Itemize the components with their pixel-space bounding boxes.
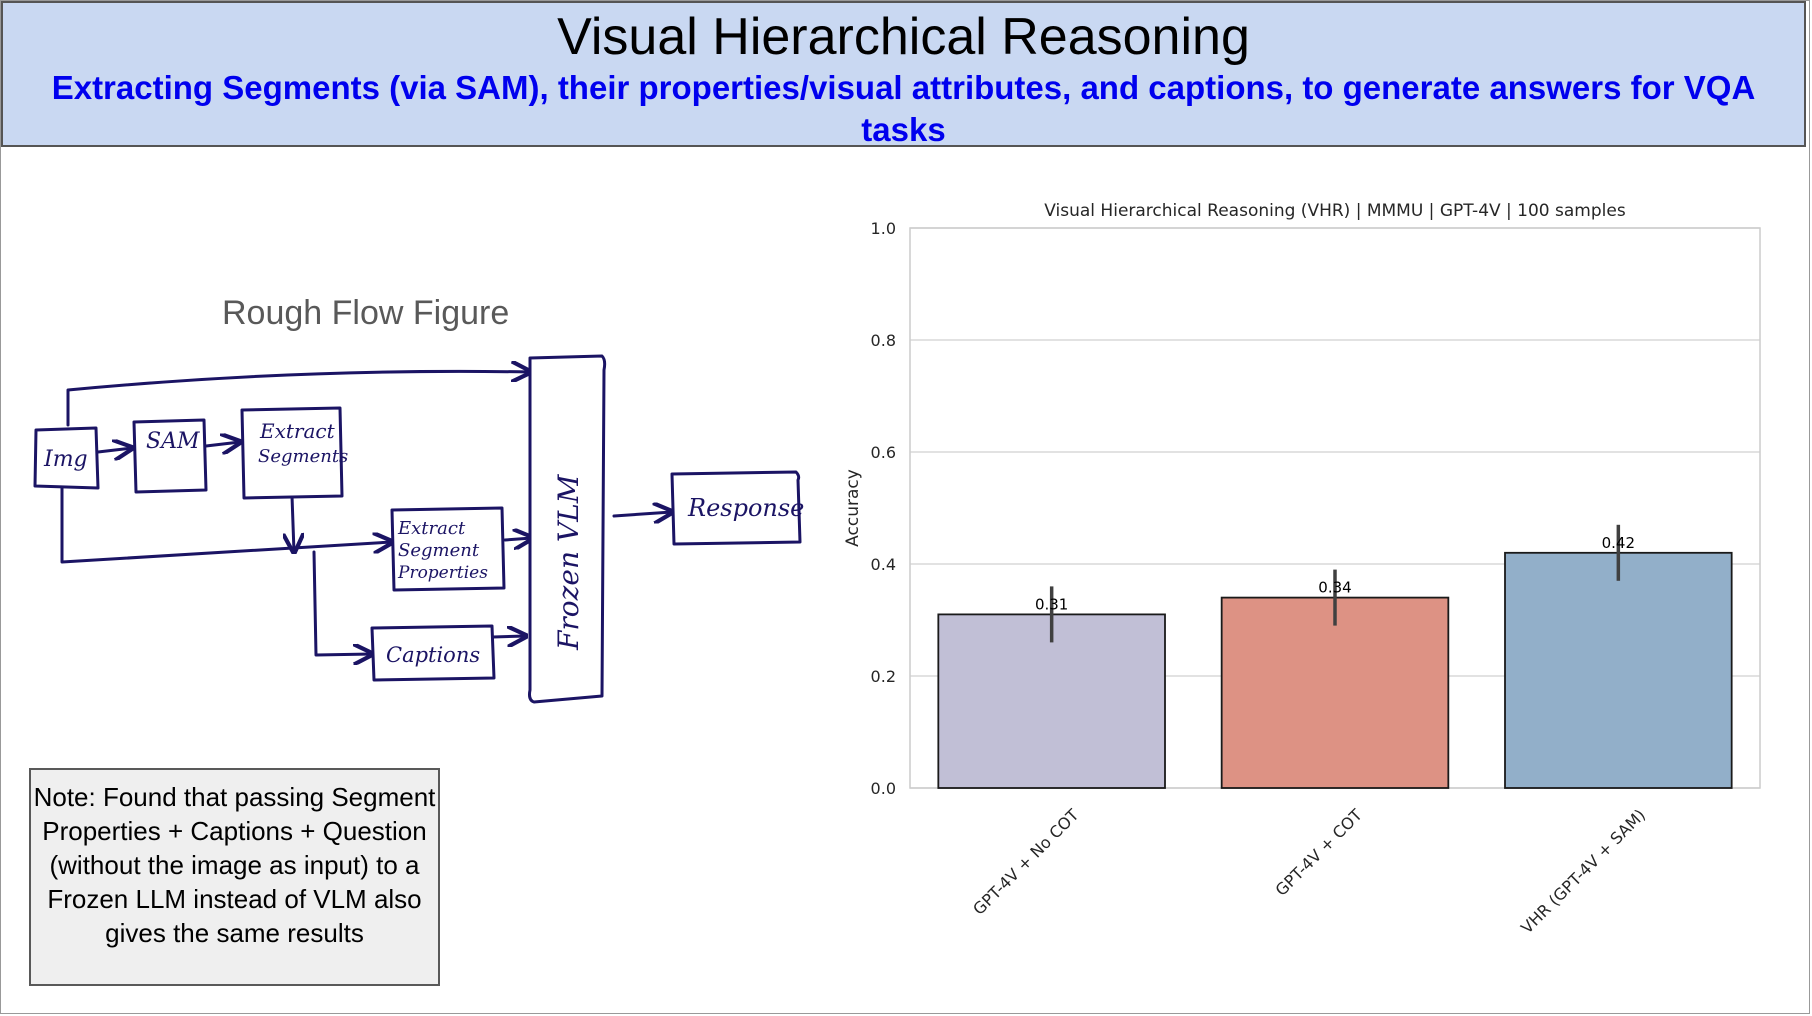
arrow-sam-to-extract (204, 442, 240, 446)
node-frozen-vlm (528, 354, 607, 704)
y-tick-label: 0.8 (871, 331, 896, 350)
node-sam-label: SAM (146, 429, 200, 454)
title-banner: Visual Hierarchical Reasoning Extracting… (1, 1, 1806, 148)
arrow-properties-to-vlm (503, 538, 532, 540)
y-tick-label: 1.0 (871, 219, 896, 238)
node-img-label: Img (43, 447, 88, 472)
x-tick-label: GPT-4V + COT (1272, 805, 1366, 899)
x-tick-label: GPT-4V + No COT (969, 805, 1082, 918)
chart-ylabel: Accuracy (843, 469, 863, 547)
bar-1 (1220, 596, 1450, 789)
arrow-captions-to-vlm (491, 636, 526, 637)
node-sam (132, 418, 208, 494)
node-vlm-label: Frozen VLM (552, 473, 585, 651)
node-captions-label: Captions (386, 643, 480, 667)
y-tick-label: 0.0 (871, 779, 896, 798)
node-extract-segments (240, 406, 344, 500)
flow-diagram: Img SAM Extract Segments Extract Segment… (33, 354, 804, 704)
flow-figure-heading: Rough Flow Figure (222, 294, 510, 332)
bar-value-label: 0.31 (1035, 595, 1068, 613)
x-tick-label: VHR (GPT-4V + SAM) (1517, 805, 1649, 937)
node-img (33, 426, 100, 490)
bar-value-label: 0.42 (1602, 534, 1635, 552)
arrow-img-to-sam (96, 448, 132, 452)
node-response (670, 470, 802, 546)
node-extract-properties-label-1: Extract (397, 518, 466, 539)
node-extract-properties-label-2: Segment (398, 540, 480, 561)
accuracy-bar-chart: Visual Hierarchical Reasoning (VHR) | MM… (843, 201, 1761, 937)
node-extract-segments-label-1: Extract (259, 419, 336, 443)
node-extract-properties-label-3: Properties (397, 563, 488, 583)
chart-title: Visual Hierarchical Reasoning (VHR) | MM… (1044, 201, 1626, 221)
note-box: Note: Found that passing Segment Propert… (29, 768, 440, 986)
node-response-label: Response (687, 494, 804, 522)
node-extract-properties (390, 506, 506, 592)
line-extract-down (292, 494, 294, 552)
arrow-vlm-to-response (612, 512, 672, 516)
chart-bars: 0.31 0.34 0.42 (937, 524, 1733, 789)
node-captions (370, 624, 496, 682)
page-title: Visual Hierarchical Reasoning (557, 8, 1250, 66)
bar-0 (937, 613, 1166, 789)
y-tick-label: 0.2 (871, 667, 896, 686)
line-img-down (60, 486, 392, 564)
page-subtitle: Extracting Segments (via SAM), their pro… (51, 69, 1756, 148)
bar-2 (1504, 551, 1733, 789)
y-tick-label: 0.4 (871, 555, 896, 574)
node-extract-segments-label-2: Segments (258, 446, 348, 467)
arrow-img-to-vlm (66, 371, 530, 427)
arrow-to-captions (312, 550, 372, 655)
bar-value-label: 0.34 (1318, 579, 1351, 597)
y-tick-label: 0.6 (871, 443, 896, 462)
